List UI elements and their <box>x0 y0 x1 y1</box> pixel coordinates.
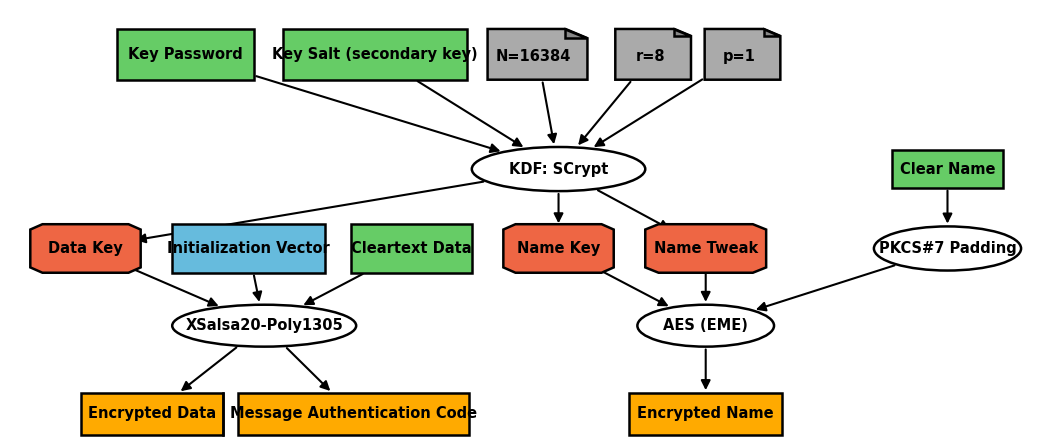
Polygon shape <box>675 29 691 36</box>
Text: Clear Name: Clear Name <box>900 162 995 177</box>
Text: AES (EME): AES (EME) <box>663 318 748 333</box>
FancyBboxPatch shape <box>893 151 1002 188</box>
FancyBboxPatch shape <box>238 393 469 435</box>
FancyBboxPatch shape <box>81 393 222 435</box>
Text: Encrypted Name: Encrypted Name <box>638 406 774 421</box>
Polygon shape <box>764 29 780 36</box>
Ellipse shape <box>472 147 645 191</box>
Text: Cleartext Data: Cleartext Data <box>351 241 472 256</box>
Polygon shape <box>645 224 766 273</box>
Ellipse shape <box>874 226 1021 270</box>
Polygon shape <box>566 29 587 38</box>
Ellipse shape <box>638 305 774 347</box>
Polygon shape <box>504 224 613 273</box>
Text: PKCS#7 Padding: PKCS#7 Padding <box>879 241 1016 256</box>
Text: Key Password: Key Password <box>128 47 242 62</box>
Text: r=8: r=8 <box>636 49 665 64</box>
Polygon shape <box>705 29 780 80</box>
Polygon shape <box>488 29 587 80</box>
Text: XSalsa20-Poly1305: XSalsa20-Poly1305 <box>186 318 343 333</box>
FancyBboxPatch shape <box>172 224 325 273</box>
Text: Encrypted Data: Encrypted Data <box>87 406 216 421</box>
Polygon shape <box>616 29 691 80</box>
Text: Initialization Vector: Initialization Vector <box>167 241 330 256</box>
Text: Message Authentication Code: Message Authentication Code <box>230 406 477 421</box>
Polygon shape <box>31 224 140 273</box>
Text: KDF: SCrypt: KDF: SCrypt <box>509 162 608 177</box>
Text: N=16384: N=16384 <box>495 49 571 64</box>
FancyBboxPatch shape <box>351 224 472 273</box>
Text: Name Tweak: Name Tweak <box>653 241 758 256</box>
Ellipse shape <box>172 305 356 347</box>
FancyBboxPatch shape <box>282 29 467 80</box>
FancyBboxPatch shape <box>629 393 782 435</box>
Text: Name Key: Name Key <box>516 241 600 256</box>
Text: p=1: p=1 <box>723 49 756 64</box>
Text: Data Key: Data Key <box>48 241 123 256</box>
FancyBboxPatch shape <box>117 29 254 80</box>
Text: Key Salt (secondary key): Key Salt (secondary key) <box>272 47 477 62</box>
